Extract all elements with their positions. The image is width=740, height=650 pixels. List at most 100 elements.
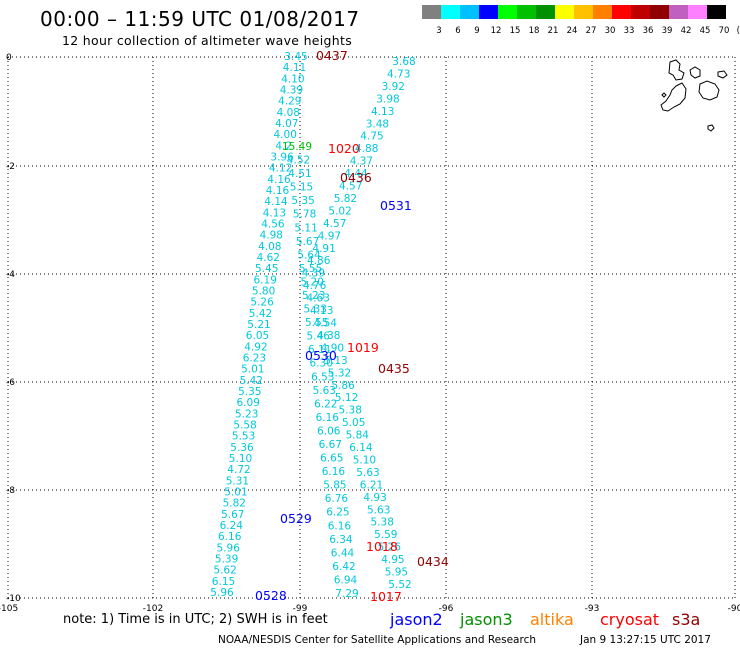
wave-height-value: 5.58	[233, 420, 256, 432]
wave-height-value: 5.20	[301, 277, 324, 289]
units-note: note: 1) Time is in UTC; 2) SWH is in fe…	[63, 612, 328, 627]
generated-timestamp: Jan 9 13:27:15 UTC 2017	[580, 634, 711, 646]
wave-height-value: 5.26	[250, 297, 274, 309]
wave-height-value: 4.91	[312, 243, 335, 255]
satellite-legend-jason3: jason3	[460, 610, 513, 629]
pass-time-label: 0434	[417, 554, 449, 569]
wave-height-value: 5.35	[291, 195, 314, 207]
wave-height-value: 5.01	[241, 364, 264, 376]
longitude-tick-label: -93	[585, 604, 600, 614]
wave-height-value: 5.45	[255, 263, 278, 275]
wave-height-value: 6.16	[218, 531, 242, 543]
wave-height-value: 5.59	[374, 529, 397, 541]
wave-height-value: 5.36	[230, 442, 254, 454]
wave-height-value: 4.75	[360, 131, 383, 143]
wave-height-value: 5.80	[252, 286, 275, 298]
scale-swatch	[612, 5, 631, 19]
wave-height-value: 4.08	[277, 107, 300, 119]
wave-height-value: 4.63	[307, 293, 330, 305]
wave-height-value: 4.57	[323, 218, 346, 230]
scale-swatch	[422, 5, 441, 19]
wave-height-value: 5.23	[235, 408, 258, 420]
wave-height-value: 4.11	[283, 62, 306, 74]
wave-height-value: 5.15	[290, 182, 313, 194]
wave-height-value: 5.64	[297, 249, 321, 261]
wave-height-value: 5.05	[342, 417, 365, 429]
longitude-tick-label: -99	[293, 604, 308, 614]
scale-swatch	[479, 5, 498, 19]
wave-height-value: 5.35	[238, 386, 261, 398]
wave-height-value: 4.97	[318, 230, 341, 242]
wave-height-value: 5.12	[335, 392, 358, 404]
scale-label: 6	[455, 26, 460, 36]
wave-height-value: 6.23	[243, 353, 266, 365]
wave-height-value: 4.00	[274, 129, 297, 141]
scale-label: 9	[474, 26, 479, 36]
wave-height-value: 6.19	[254, 274, 277, 286]
wave-height-value: 6.16	[316, 412, 340, 424]
wave-height-value: 6.34	[329, 534, 353, 546]
wave-height-value: 4.29	[278, 96, 301, 108]
wave-height-value: 5.38	[371, 517, 394, 529]
wave-height-value: 4.56	[261, 219, 285, 231]
wave-height-value: 5.38	[339, 405, 362, 417]
wave-height-value: 5.63	[356, 467, 379, 479]
wave-height-value: 5.67	[296, 236, 319, 248]
scale-label: 24	[567, 26, 578, 36]
pass-time-label: 1020	[328, 141, 360, 156]
altimeter-tracks: 3.454.114.104.394.294.084.074.004.23.964…	[210, 51, 415, 600]
scale-label: 33	[624, 26, 635, 36]
galapagos-islands	[660, 59, 728, 132]
island-outline	[668, 59, 685, 81]
scale-swatch	[536, 5, 555, 19]
wave-height-value: 4.52	[287, 155, 310, 167]
wave-height-value: 5.10	[229, 453, 252, 465]
wave-height-value: 6.15	[212, 576, 235, 588]
pass-time-label: 0531	[380, 198, 412, 213]
satellite-legend-jason2: jason2	[390, 610, 443, 629]
wave-height-value: 4.73	[387, 69, 410, 81]
wave-height-value: 4.72	[227, 464, 250, 476]
map-subtitle: 12 hour collection of altimeter wave hei…	[62, 33, 353, 48]
wave-height-value: 5.82	[223, 498, 246, 510]
pass-time-label: 1019	[347, 340, 379, 355]
wave-height-value: 4.12	[269, 163, 292, 175]
scale-swatch	[460, 5, 479, 19]
wave-height-value: 5.11	[294, 222, 317, 234]
wave-height-value: 6.24	[220, 520, 244, 532]
island-outline	[660, 82, 687, 112]
wave-height-value: 5.01	[224, 487, 247, 499]
wave-height-value: 4.39	[280, 85, 303, 97]
latitude-tick-label: -8	[6, 486, 15, 496]
pass-time-labels: 0437 1020 0436 0531 1019 0530 0435 0529 1018 0434…	[255, 48, 449, 604]
wave-height-value: 5.95	[385, 567, 408, 579]
wave-height-value: 5.10	[353, 455, 376, 467]
wave-height-value: 6.22	[314, 398, 337, 410]
wave-height-value: 6.06	[317, 426, 341, 438]
wave-height-value: 6.14	[349, 442, 373, 454]
scale-swatch	[498, 5, 517, 19]
wave-height-value: 4.51	[288, 168, 311, 180]
wave-height-value: 6.67	[319, 439, 342, 451]
latitude-tick-label: -2	[6, 162, 15, 172]
wave-height-value: 4.16	[267, 174, 291, 186]
satellite-legend-s3a: s3a	[672, 610, 701, 629]
wave-height-value: 5.13	[324, 355, 347, 367]
wave-height-value: 5.02	[328, 205, 351, 217]
wave-height-value: 15.49	[282, 141, 312, 153]
wave-height-value: 4.08	[258, 241, 281, 253]
wave-height-value: 4.14	[264, 196, 288, 208]
scale-label: 15	[510, 26, 521, 36]
wave-height-value: 4.38	[317, 330, 340, 342]
wave-height-value: 4.86	[307, 255, 331, 267]
wave-height-value: 4.93	[363, 492, 386, 504]
lat-lon-grid: -105 -102 -99 -96 -93 -90 0 -2 -4 -6 -8 -10	[0, 53, 740, 614]
wave-height-value: 6.16	[322, 466, 346, 478]
wave-height-value: 5.96	[217, 542, 241, 554]
wave-height-value: 6.30	[310, 358, 333, 370]
scale-label: 36	[643, 26, 654, 36]
wave-height-value: 5.55	[299, 263, 322, 275]
